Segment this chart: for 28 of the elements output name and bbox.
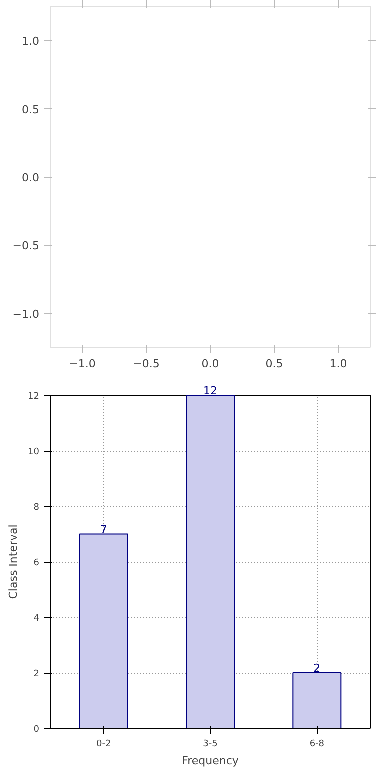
x-tick-label: −1.0 (69, 358, 96, 370)
x-tick-label: 3-5 (203, 740, 218, 750)
x-tick-label: 0.0 (202, 358, 220, 370)
y-tick-label: 0.0 (22, 172, 40, 184)
bar (292, 672, 342, 728)
y-tick-label: 12 (28, 392, 40, 402)
y-tick-label: 8 (34, 503, 40, 513)
data-label: 12 (204, 384, 218, 398)
x-tick-label: −0.5 (133, 358, 160, 370)
data-label: 7 (100, 523, 108, 536)
data-label: 2 (314, 662, 321, 675)
y-tick-label: 1.0 (22, 35, 40, 48)
x-tick-label: 6-8 (310, 740, 325, 750)
y-tick-label: 10 (28, 448, 40, 458)
y-tick-label: 6 (34, 558, 40, 568)
x-tick-label: 0.5 (266, 358, 284, 370)
bar (79, 534, 128, 728)
x-tick-label: 1.0 (330, 358, 348, 370)
y-tick-label: 0 (34, 725, 40, 735)
x-axis-title: Frequency (182, 754, 240, 768)
y-tick-label: 0.5 (22, 103, 40, 116)
x-tick-label: 0-2 (96, 740, 112, 750)
y-tick-label: 4 (34, 614, 40, 624)
y-axis-title: Class Interval (7, 524, 20, 600)
y-tick-label: −0.5 (12, 240, 40, 253)
y-tick-label: −1.0 (12, 308, 40, 321)
bar (186, 396, 235, 728)
y-tick-label: 2 (34, 670, 40, 680)
